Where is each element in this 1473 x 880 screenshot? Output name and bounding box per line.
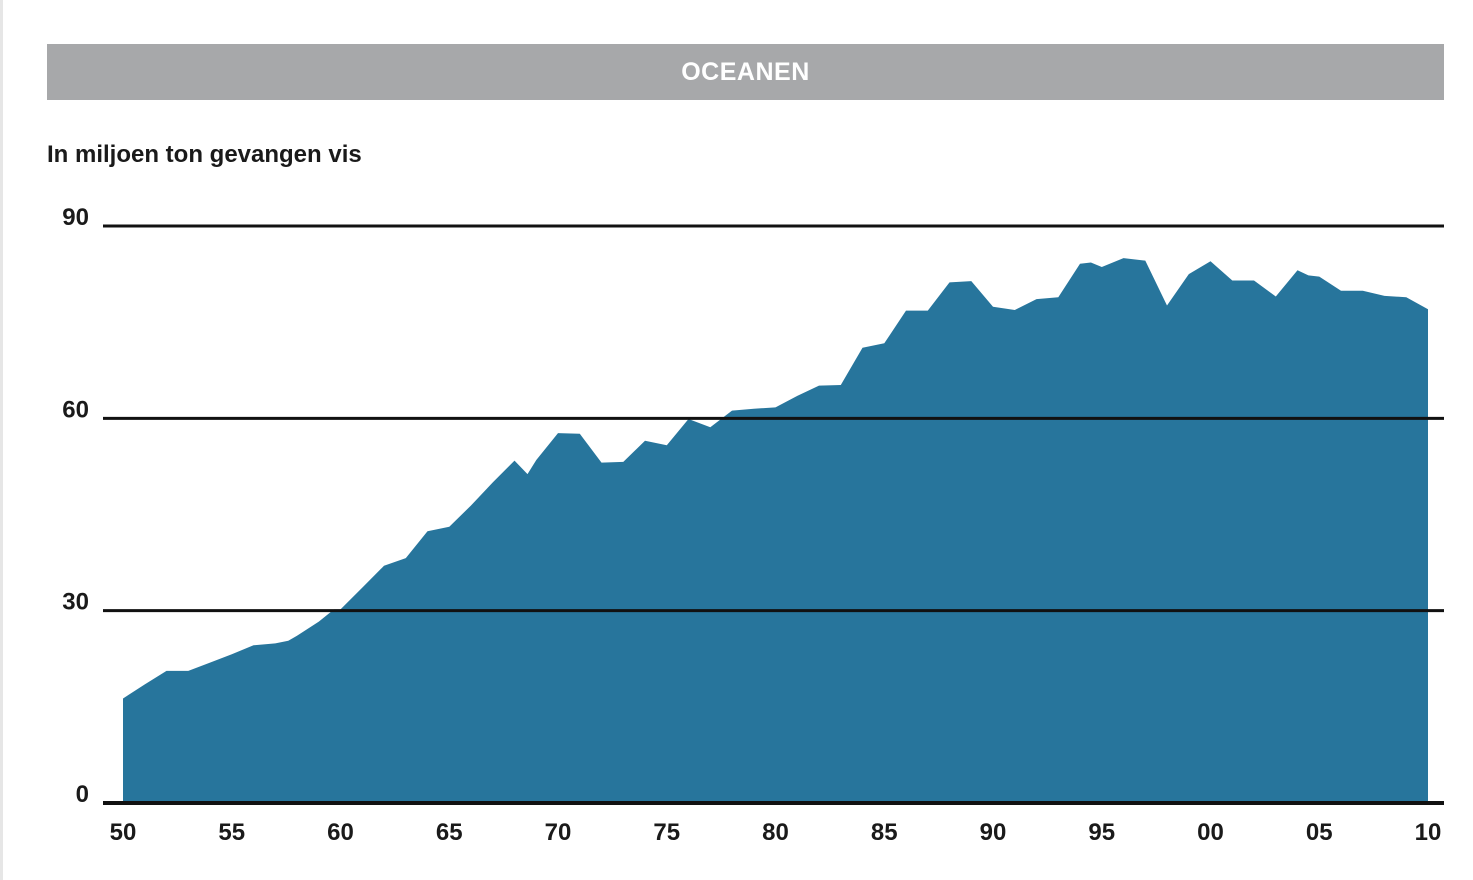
x-tick-label: 70 <box>545 819 572 846</box>
x-tick-label: 95 <box>1088 819 1115 846</box>
x-axis: 50 55 60 65 70 75 80 85 90 95 00 05 10 <box>110 819 1442 846</box>
y-axis: 0 30 60 90 <box>62 204 89 808</box>
x-tick-label: 00 <box>1197 819 1224 846</box>
chart-title: OCEANEN <box>681 57 810 86</box>
x-tick-label: 80 <box>762 819 789 846</box>
title-bar: OCEANEN <box>47 44 1444 100</box>
x-tick-label: 90 <box>980 819 1007 846</box>
x-tick-label: 75 <box>653 819 680 846</box>
x-tick-label: 85 <box>871 819 898 846</box>
x-tick-label: 55 <box>218 819 245 846</box>
y-tick-label: 0 <box>76 781 89 808</box>
area-series <box>123 258 1428 804</box>
x-tick-label: 60 <box>327 819 354 846</box>
chart-subtitle: In miljoen ton gevangen vis <box>47 141 362 168</box>
y-tick-label: 60 <box>62 396 89 423</box>
area-layer <box>123 258 1428 804</box>
x-tick-label: 50 <box>110 819 137 846</box>
y-tick-label: 90 <box>62 204 89 231</box>
y-tick-label: 30 <box>62 589 89 616</box>
x-tick-label: 10 <box>1415 819 1442 846</box>
x-tick-label: 65 <box>436 819 463 846</box>
grid-layer <box>103 224 1444 805</box>
x-tick-label: 05 <box>1306 819 1333 846</box>
left-border <box>0 0 3 880</box>
